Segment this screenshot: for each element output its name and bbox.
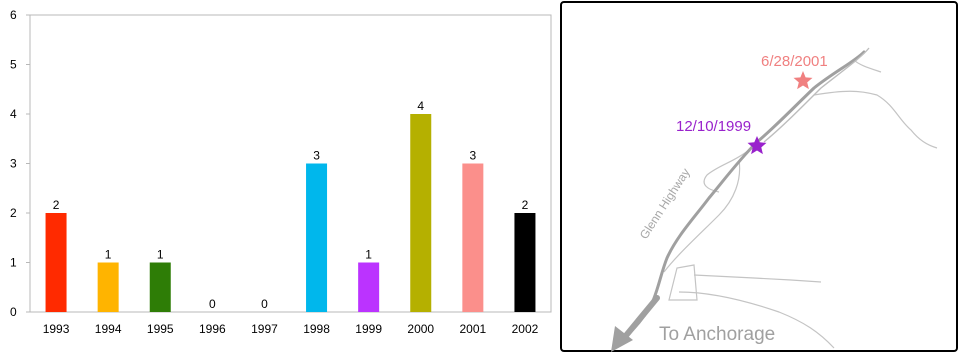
data-label-1996: 0: [209, 297, 216, 311]
x-tick-label-1997: 1997: [251, 322, 278, 336]
bar-1993: [45, 213, 67, 312]
data-label-1993: 2: [53, 198, 60, 212]
bar-2001: [462, 163, 484, 312]
y-tick-label: 2: [10, 206, 17, 220]
data-label-1999: 1: [365, 248, 372, 262]
y-tick-label: 3: [10, 157, 17, 171]
y-tick-label: 4: [10, 107, 17, 121]
y-tick-label: 5: [10, 58, 17, 72]
route-map-panel: Glenn Highway To Anchorage 6/28/2001 12/…: [559, 0, 959, 354]
star-marker-icon: [793, 71, 813, 90]
destination-label: To Anchorage: [659, 324, 775, 345]
bars: [45, 114, 536, 312]
bar-1995: [149, 262, 171, 312]
marker-date-label: 12/10/1999: [676, 118, 751, 135]
y-axis-ticks: 0 1 2 3 4 5 6: [10, 8, 30, 319]
data-labels: 2 1 1 0 0 3 1 4 3 2: [53, 99, 529, 311]
y-tick-label: 1: [10, 256, 17, 270]
side-road-southeast: [678, 291, 835, 349]
side-road-west-loop: [703, 149, 750, 193]
road-junction: [668, 264, 698, 301]
x-tick-label-2001: 2001: [459, 322, 486, 336]
x-tick-label-1998: 1998: [303, 322, 330, 336]
side-roads: [663, 59, 938, 349]
bar-2000: [410, 114, 432, 312]
y-tick-label: 6: [10, 8, 17, 22]
data-label-1998: 3: [313, 149, 320, 163]
map-frame: [560, 1, 958, 352]
x-tick-label-2000: 2000: [407, 322, 434, 336]
glenn-highway-parallel: [763, 47, 870, 143]
side-road-east: [813, 90, 938, 149]
data-label-1997: 0: [261, 297, 268, 311]
data-label-2001: 3: [470, 149, 477, 163]
bar-1994: [97, 262, 119, 312]
data-label-2000: 4: [417, 99, 424, 113]
x-tick-label-2002: 2002: [512, 322, 539, 336]
arrow-head-icon: [611, 326, 633, 352]
side-road-flat: [693, 274, 822, 283]
data-label-2002: 2: [522, 198, 529, 212]
bar-2002: [514, 213, 536, 312]
marker-date-label: 6/28/2001: [761, 53, 828, 70]
star-marker-icon: [747, 136, 767, 155]
x-tick-label-1994: 1994: [95, 322, 122, 336]
x-tick-label-1995: 1995: [147, 322, 174, 336]
x-tick-label-1999: 1999: [355, 322, 382, 336]
route-map: Glenn Highway To Anchorage 6/28/2001 12/…: [560, 1, 958, 352]
side-road-lower: [663, 159, 741, 273]
y-tick-label: 0: [10, 305, 17, 319]
x-axis-ticks: 1993 1994 1995 1996 1997 1998 1999 2000 2001 2002: [43, 322, 539, 336]
bar-1998: [306, 163, 328, 312]
x-tick-label-1996: 1996: [199, 322, 226, 336]
bar-1999: [358, 262, 380, 312]
x-tick-label-1993: 1993: [43, 322, 70, 336]
data-label-1994: 1: [105, 248, 112, 262]
data-label-1995: 1: [157, 248, 164, 262]
